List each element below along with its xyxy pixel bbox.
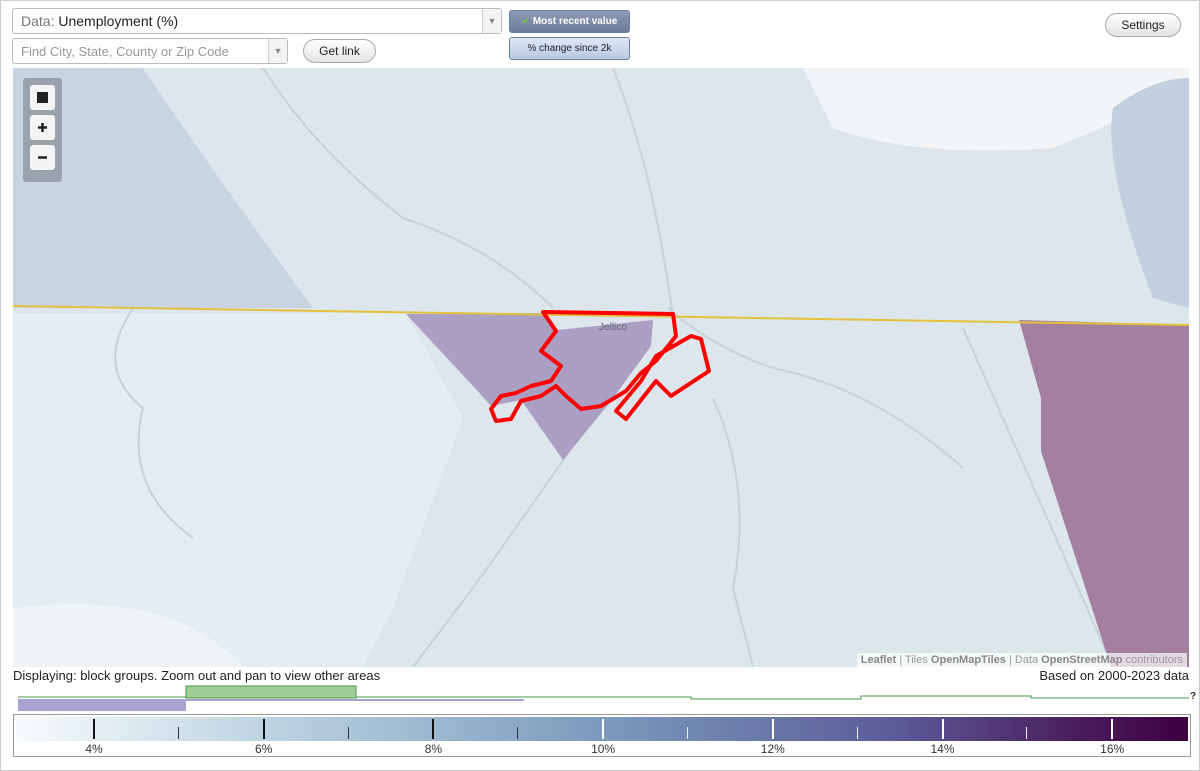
- region: [803, 68, 1189, 151]
- dropdown-arrow[interactable]: ▼: [268, 39, 287, 63]
- map[interactable]: Jellico: [13, 68, 1189, 667]
- attribution-part: | Data: [1005, 654, 1042, 666]
- get-link-button[interactable]: Get link: [303, 39, 376, 63]
- most-recent-toggle[interactable]: ✔ Most recent value: [509, 10, 630, 33]
- legend-label: 4%: [85, 742, 103, 756]
- region: [13, 313, 463, 667]
- region: [13, 68, 313, 308]
- search-input[interactable]: Find City, State, County or Zip Code ▼: [12, 38, 288, 64]
- search-placeholder: Find City, State, County or Zip Code: [21, 44, 229, 59]
- region: [13, 603, 243, 667]
- legend-tick: [262, 719, 265, 739]
- legend-label: 10%: [591, 742, 616, 756]
- legend-label: 14%: [930, 742, 955, 756]
- attribution: Leaflet | Tiles OpenMapTiles | Data Open…: [856, 653, 1187, 667]
- legend-label: 6%: [255, 742, 273, 756]
- dropdown-arrow[interactable]: ▼: [482, 9, 501, 33]
- legend-tick: [93, 719, 95, 739]
- legend-label: 16%: [1100, 742, 1125, 756]
- attribution-part: OpenStreetMap: [1041, 654, 1123, 666]
- legend-minor-tick: [856, 727, 858, 739]
- histogram-bar: [18, 699, 186, 711]
- histogram-bar: [185, 685, 357, 699]
- block-group[interactable]: [1019, 320, 1189, 667]
- data-value: Unemployment (%): [58, 13, 179, 29]
- color-legend: 4% 6% 8% 10% 12% 14% 16%: [13, 714, 1198, 757]
- histogram-bar: [186, 699, 524, 701]
- data-select[interactable]: Data: Unemployment (%) ▼: [12, 8, 502, 34]
- legend-minor-tick: [177, 727, 179, 739]
- legend-minor-tick: [347, 727, 349, 739]
- region: [1111, 78, 1189, 308]
- legend-minor-tick: [686, 727, 688, 739]
- based-on-text: Based on 2000-2023 data: [1039, 668, 1189, 683]
- legend-tick: [1111, 719, 1114, 739]
- unknown-mark: ?: [1190, 691, 1196, 702]
- legend-minor-tick: [517, 727, 519, 739]
- legend-tick: [941, 719, 944, 739]
- legend-minor-tick: [1196, 727, 1198, 739]
- legend-tick: [602, 719, 605, 739]
- legend-tick: [771, 719, 774, 739]
- road: [114, 68, 1114, 667]
- attribution-part: Leaflet: [860, 654, 897, 666]
- state-border: [13, 305, 1189, 326]
- attribution-part: | Tiles: [896, 654, 931, 666]
- plus-icon: [38, 123, 47, 132]
- displaying-text: Displaying: block groups. Zoom out and p…: [13, 668, 381, 683]
- toggle-label: Most recent value: [532, 16, 618, 27]
- legend-minor-tick: [1026, 727, 1028, 739]
- settings-button[interactable]: Settings: [1105, 13, 1181, 37]
- attribution-part: OpenMapTiles: [930, 654, 1006, 666]
- legend-label: 8%: [424, 742, 443, 756]
- data-label: Data:: [21, 13, 55, 29]
- attribution-part: contributors: [1122, 654, 1183, 666]
- legend-tick: [432, 719, 435, 739]
- histogram: ?: [18, 685, 1196, 711]
- place-label: Jellico: [599, 322, 627, 333]
- legend-label: 12%: [760, 742, 785, 756]
- selected-outline: [489, 310, 711, 423]
- legend-gradient: [16, 717, 1188, 741]
- fullscreen-icon: [37, 92, 48, 103]
- change-toggle[interactable]: % change since 2k: [509, 37, 630, 60]
